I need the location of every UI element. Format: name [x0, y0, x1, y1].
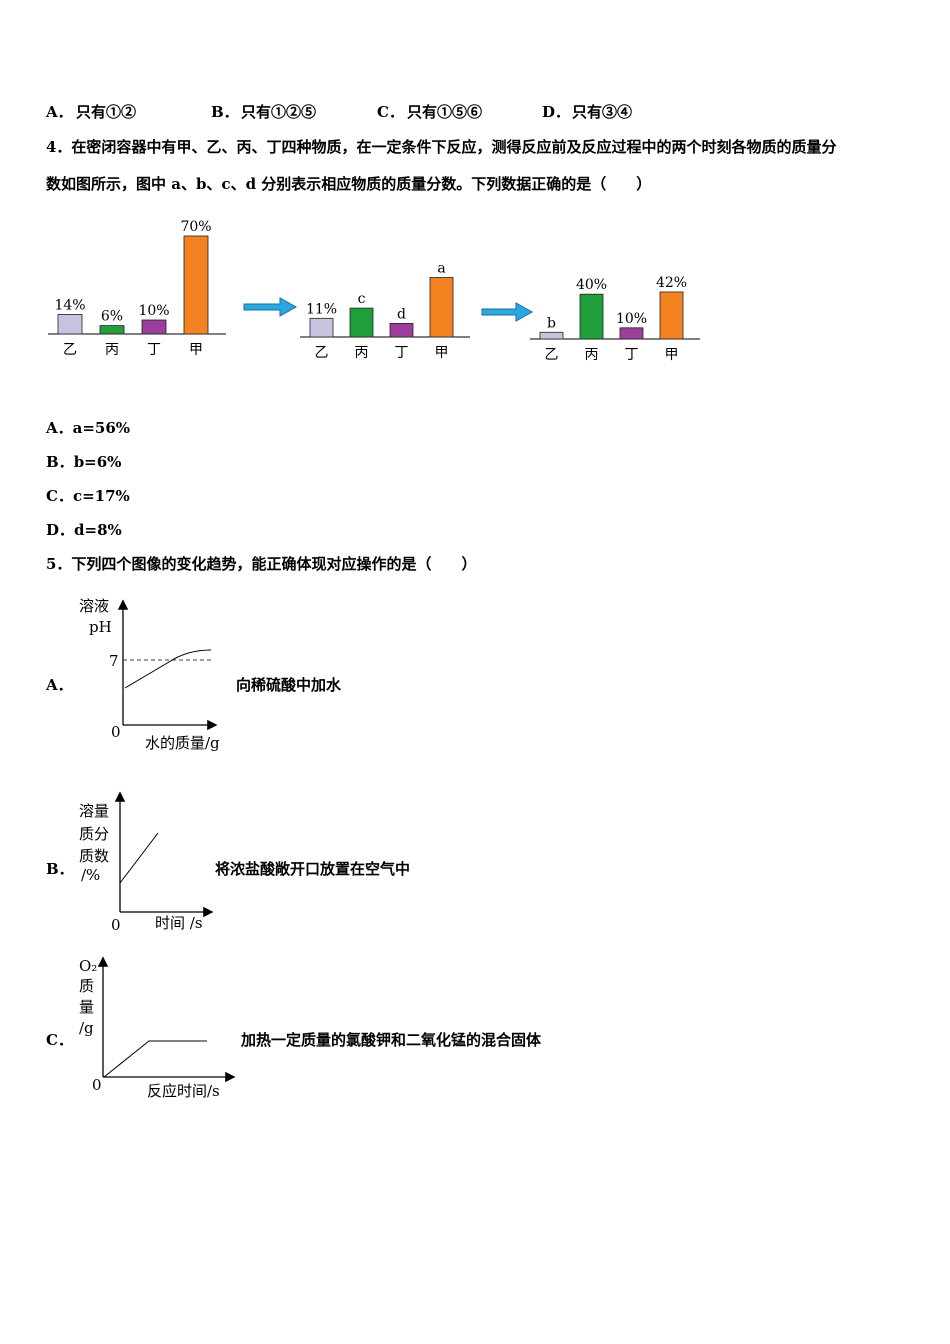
bar-丁 — [619, 327, 644, 340]
data-label: c — [358, 291, 366, 307]
graph-b: 溶量 质分 质数 /% 0 时间 /s — [79, 791, 214, 934]
q5-option-b-letter[interactable]: B． — [46, 860, 74, 878]
q4-stem-line1: 4．在密闭容器中有甲、乙、丙、丁四种物质，在一定条件下反应，测得反应前及反应过程… — [46, 138, 837, 156]
graph-c-xlabel: 反应时间/s — [147, 1082, 220, 1100]
category-label: 丁 — [147, 342, 161, 358]
graph-c-ylabel1: O₂ — [79, 957, 97, 975]
bar-甲 — [659, 291, 684, 340]
graph-c: O₂ 质 量 /g 0 反应时间/s — [79, 956, 236, 1100]
category-label: 丙 — [105, 342, 119, 358]
graph-b-ylabel2: 质分 — [79, 825, 109, 843]
graph-a: 溶液 pH 7 0 水的质量/g — [79, 597, 220, 752]
graph-b-ylabel1: 溶量 — [79, 802, 109, 820]
q4-stem-line2: 数如图所示，图中 a、b、c、d 分别表示相应物质的质量分数。下列数据正确的是（… — [46, 175, 652, 193]
arrow-icon — [243, 297, 298, 317]
q5-option-a-letter[interactable]: A． — [46, 676, 73, 694]
data-label: 10% — [616, 311, 647, 327]
graph-a-origin: 0 — [111, 723, 121, 741]
graph-c-ylabel2: 质 — [79, 977, 94, 995]
category-label: 乙 — [63, 342, 77, 358]
bar-乙 — [539, 331, 564, 340]
category-label: 丙 — [355, 345, 369, 361]
graph-b-ylabel3: 质数 — [79, 847, 109, 865]
bar-chart-1: 14% 乙 6% 丙 10% 丁 70% 甲 — [48, 219, 226, 358]
data-label: 6% — [101, 309, 123, 325]
graph-c-origin: 0 — [92, 1076, 102, 1094]
bar-chart-3: b乙 40% 丙 10% 丁 42% 甲 — [530, 275, 700, 363]
q4-option-a[interactable]: A．a=56% — [46, 419, 131, 437]
graph-b-origin: 0 — [111, 916, 121, 934]
bar-甲 — [429, 277, 454, 338]
category-label: 丁 — [625, 347, 639, 363]
category-label: 甲 — [189, 342, 203, 358]
arrow-icon — [481, 302, 534, 322]
data-label: 10% — [138, 303, 169, 319]
bar-丙 — [349, 307, 374, 338]
graph-a-xlabel: 水的质量/g — [145, 734, 220, 752]
q4-option-b[interactable]: B．b=6% — [46, 453, 122, 471]
graph-c-ylabel3: 量 — [79, 998, 94, 1016]
category-label: 甲 — [665, 347, 679, 363]
category-label: 乙 — [315, 345, 329, 361]
data-label: 11% — [306, 301, 337, 317]
bar-乙 — [309, 317, 334, 338]
q5-option-c-letter[interactable]: C． — [46, 1031, 73, 1049]
data-label: 40% — [576, 277, 607, 293]
data-label: b — [547, 315, 556, 331]
category-label: 丁 — [395, 345, 409, 361]
q5-option-b-desc: 将浓盐酸敞开口放置在空气中 — [215, 860, 411, 878]
bar-丙 — [99, 325, 125, 335]
q5-option-c-desc: 加热一定质量的氯酸钾和二氧化锰的混合固体 — [241, 1031, 542, 1049]
graph-a-ylabel: 溶液 — [79, 597, 109, 615]
category-label: 丙 — [585, 347, 599, 363]
category-label: 乙 — [545, 347, 559, 363]
graph-a-ylabel2: pH — [89, 618, 112, 636]
bar-丙 — [579, 293, 604, 340]
data-label: 14% — [54, 297, 85, 313]
graph-b-ylabel4: /% — [81, 866, 100, 884]
bar-甲 — [183, 235, 209, 335]
graph-c-ylabel4: /g — [79, 1019, 94, 1037]
q4-option-d[interactable]: D．d=8% — [46, 521, 122, 539]
graph-a-tick-7: 7 — [109, 652, 119, 670]
data-label: d — [397, 306, 406, 322]
bar-乙 — [57, 314, 83, 335]
bar-丁 — [389, 323, 414, 338]
bar-丁 — [141, 319, 167, 335]
data-label: 42% — [656, 275, 687, 291]
category-label: 甲 — [435, 345, 449, 361]
q5-stem: 5．下列四个图像的变化趋势，能正确体现对应操作的是（ ） — [46, 555, 477, 573]
q4-option-c[interactable]: C．c=17% — [46, 487, 130, 505]
data-label: 70% — [180, 219, 211, 235]
q5-option-a-desc: 向稀硫酸中加水 — [236, 676, 342, 694]
graph-b-xlabel: 时间 /s — [155, 914, 203, 932]
bar-chart-2: 11% 乙 c 丙 d 丁 a 甲 — [300, 261, 470, 361]
data-label: a — [437, 261, 445, 277]
